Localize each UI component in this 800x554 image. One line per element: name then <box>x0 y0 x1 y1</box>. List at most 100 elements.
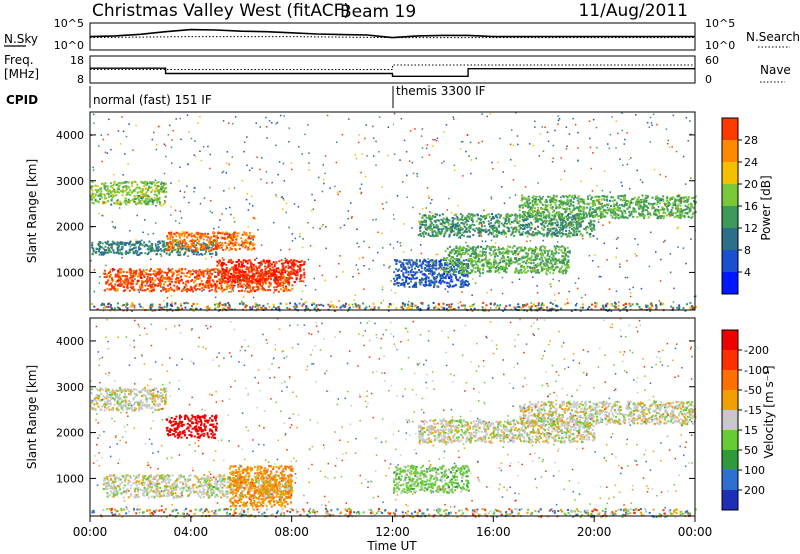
data-cell <box>683 215 686 218</box>
data-cell <box>291 284 294 287</box>
data-cell <box>558 232 561 235</box>
data-cell <box>139 287 142 290</box>
data-cell <box>559 224 562 227</box>
data-cell <box>684 200 687 202</box>
data-cell <box>529 266 531 269</box>
data-cell <box>444 262 446 265</box>
data-cell <box>192 253 195 256</box>
data-cell <box>533 264 536 267</box>
data-cell <box>111 277 113 280</box>
data-cell <box>238 247 241 250</box>
data-cell <box>594 209 597 212</box>
data-cell <box>141 244 144 247</box>
data-cell <box>103 273 106 276</box>
data-cell <box>226 246 229 249</box>
data-cell <box>253 243 256 246</box>
data-cell <box>104 189 107 191</box>
data-cell <box>200 247 203 250</box>
data-cell <box>435 280 438 283</box>
data-cell <box>438 272 441 275</box>
data-cell <box>546 233 549 236</box>
data-cell <box>610 210 612 213</box>
data-cell <box>192 269 194 272</box>
data-cell <box>217 245 220 247</box>
data-cell <box>244 275 247 278</box>
data-cell <box>131 243 134 246</box>
data-cell <box>488 223 491 226</box>
data-cell <box>138 241 140 244</box>
data-cell <box>423 284 426 287</box>
data-cell <box>471 250 474 253</box>
data-cell <box>531 223 534 226</box>
data-cell <box>682 200 685 203</box>
data-cell <box>502 248 505 251</box>
data-cell <box>239 260 242 263</box>
data-cell <box>518 262 521 265</box>
data-cell <box>99 245 102 248</box>
data-cell <box>538 210 540 213</box>
data-cell <box>150 246 153 249</box>
data-cell <box>290 273 293 276</box>
data-cell <box>252 288 255 291</box>
data-cell <box>578 198 581 201</box>
data-cell <box>456 222 459 225</box>
data-cell <box>566 203 569 206</box>
data-cell <box>275 270 278 273</box>
data-cell <box>490 226 493 229</box>
data-cell <box>468 246 471 249</box>
data-cell <box>178 280 181 282</box>
data-cell <box>119 203 122 206</box>
data-cell <box>392 277 395 280</box>
freq-series <box>90 64 695 78</box>
data-cell <box>249 275 252 278</box>
data-cell <box>286 270 289 273</box>
data-cell <box>232 284 235 287</box>
data-cell <box>107 246 110 249</box>
data-cell <box>484 217 486 220</box>
data-cell <box>415 258 418 261</box>
data-cell <box>302 280 305 283</box>
data-cell <box>129 248 131 251</box>
data-cell <box>299 278 302 281</box>
data-cell <box>421 277 423 280</box>
data-cell <box>590 196 593 199</box>
data-cell <box>453 284 456 287</box>
data-cell <box>103 251 106 254</box>
data-cell <box>199 248 202 251</box>
data-cell <box>502 217 505 220</box>
data-cell <box>656 208 659 211</box>
data-cell <box>521 261 524 264</box>
data-cell <box>488 258 491 261</box>
data-cell <box>663 208 666 211</box>
data-cell <box>148 200 151 203</box>
data-cell <box>147 284 150 287</box>
data-cell <box>673 197 676 200</box>
data-cell <box>146 244 149 247</box>
data-cell <box>537 229 540 232</box>
data-cell <box>480 221 482 224</box>
data-cell <box>529 202 531 205</box>
data-cell <box>498 248 500 251</box>
data-cell <box>487 266 490 269</box>
data-cell <box>448 270 451 273</box>
data-cell <box>241 261 244 264</box>
data-cell <box>418 264 421 267</box>
data-cell <box>169 241 172 244</box>
data-cell <box>548 222 551 225</box>
data-cell <box>534 256 537 259</box>
data-cell <box>598 206 601 209</box>
data-cell <box>121 245 123 248</box>
data-cell <box>518 258 521 261</box>
data-cell <box>207 286 210 289</box>
data-cell <box>399 260 402 263</box>
data-cell <box>257 262 260 264</box>
data-cell <box>130 271 133 274</box>
data-cell <box>606 195 609 198</box>
data-cell <box>489 269 492 272</box>
data-cell <box>170 250 173 253</box>
data-cell <box>238 265 240 268</box>
data-cell <box>151 289 154 292</box>
data-cell <box>474 256 477 259</box>
data-cell <box>281 270 284 273</box>
data-cell <box>515 250 518 253</box>
